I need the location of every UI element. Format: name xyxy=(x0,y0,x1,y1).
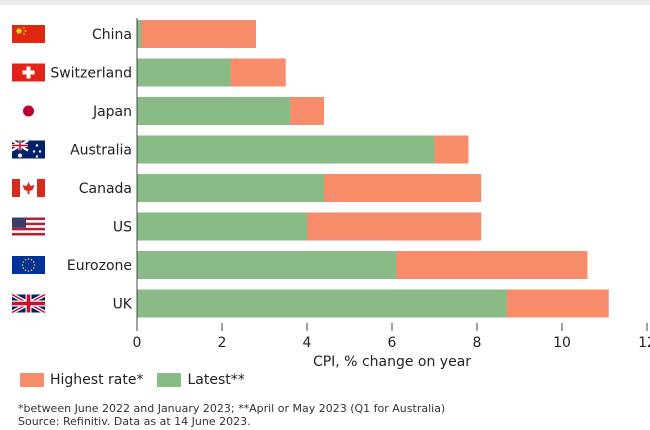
china-flag-icon xyxy=(12,25,45,43)
legend-item-latest: Latest** xyxy=(157,372,245,388)
japan-flag-icon xyxy=(12,102,45,120)
switzerland-flag-icon xyxy=(12,63,45,82)
x-tick-label-8: 8 xyxy=(473,335,482,351)
bar-highest-china xyxy=(137,20,256,48)
x-tick-label-6: 6 xyxy=(388,335,397,351)
legend-swatch-latest xyxy=(157,373,182,387)
eu-flag-icon xyxy=(12,256,45,274)
top-bar xyxy=(0,0,650,5)
cpi-bar-chart: China Switzerland Japan Australia Canada US Eu… xyxy=(11,18,650,370)
bar-latest-us xyxy=(137,212,307,241)
footnote-definitions: *between June 2022 and January 2023; **A… xyxy=(18,402,446,415)
category-label-australia: Australia xyxy=(70,143,132,159)
footnote-source: Source: Refinitiv. Data as at 14 June 20… xyxy=(18,415,251,428)
legend-item-highest: Highest rate* xyxy=(20,372,143,388)
footnote: *between June 2022 and January 2023; **A… xyxy=(18,402,445,428)
x-axis-label: CPI, % change on year xyxy=(313,354,471,370)
bar-latest-japan xyxy=(137,97,290,125)
bar-latest-uk xyxy=(137,289,507,318)
canada-flag-icon xyxy=(12,179,45,197)
uk-flag-icon xyxy=(11,292,46,315)
us-flag-icon xyxy=(12,217,45,236)
legend-swatch-highest xyxy=(20,373,44,387)
legend-label-highest: Highest rate* xyxy=(50,372,144,388)
category-label-uk: UK xyxy=(113,297,133,313)
category-label-china: China xyxy=(92,27,132,43)
bar-latest-china xyxy=(137,20,142,48)
bar-latest-eurozone xyxy=(137,251,397,279)
legend: Highest rate* Latest** xyxy=(20,372,245,388)
australia-flag-icon xyxy=(11,139,45,159)
x-tick-label-0: 0 xyxy=(133,335,142,351)
x-tick-label-12: 12 xyxy=(638,335,650,351)
bar-latest-switzerland xyxy=(137,58,231,87)
x-tick-label-2: 2 xyxy=(218,335,227,351)
category-label-us: US xyxy=(113,220,132,236)
x-tick-label-10: 10 xyxy=(553,335,571,351)
category-label-canada: Canada xyxy=(79,181,132,197)
category-label-switzerland: Switzerland xyxy=(50,66,132,82)
legend-label-latest: Latest** xyxy=(187,372,245,388)
bar-latest-australia xyxy=(137,135,435,164)
x-tick-label-4: 4 xyxy=(303,335,312,351)
category-label-japan: Japan xyxy=(92,104,132,120)
bar-latest-canada xyxy=(137,174,324,202)
category-label-eurozone: Eurozone xyxy=(67,258,132,274)
